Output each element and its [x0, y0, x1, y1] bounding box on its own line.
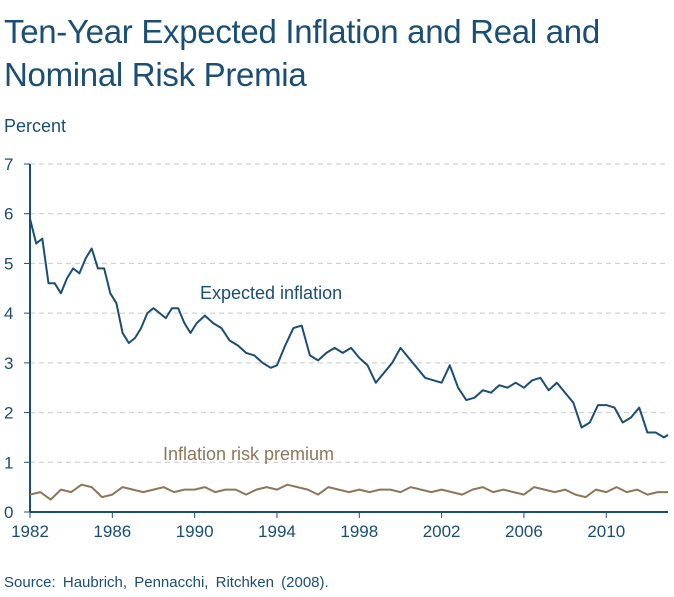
y-tick-label: 7 [4, 155, 13, 174]
x-tick-label: 2002 [423, 522, 461, 541]
x-tick-label: 1986 [93, 522, 131, 541]
y-tick-label: 1 [4, 453, 13, 472]
x-tick-label: 2010 [587, 522, 625, 541]
x-tick-label: 2006 [505, 522, 543, 541]
source-note: Source: Haubrich, Pennacchi, Ritchken (2… [4, 574, 329, 591]
chart-title: Ten-Year Expected Inflation and Real and… [4, 13, 600, 93]
y-tick-label: 3 [4, 354, 13, 373]
y-tick-label: 6 [4, 205, 13, 224]
x-tick-label: 1998 [340, 522, 378, 541]
y-tick-label: 5 [4, 254, 13, 273]
x-tick-label: 1994 [258, 522, 296, 541]
expected-inflation-line [29, 218, 669, 439]
y-tick-label: 2 [4, 404, 13, 423]
x-tick-label: 1990 [176, 522, 214, 541]
x-tick-label: 1982 [11, 522, 49, 541]
expected-inflation-label: Expected inflation [200, 283, 342, 303]
inflation-risk-premium-label: Inflation risk premium [163, 444, 334, 464]
y-tick-label: 4 [4, 304, 13, 323]
y-axis-label: Percent [4, 116, 67, 136]
y-tick-label: 0 [4, 503, 13, 522]
inflation-risk-premium-line [29, 483, 668, 501]
